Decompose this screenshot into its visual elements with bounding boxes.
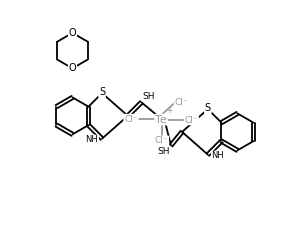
- Text: +: +: [167, 106, 173, 115]
- Text: S: S: [205, 103, 211, 113]
- Text: Cl⁻: Cl⁻: [124, 115, 138, 124]
- Text: SH: SH: [157, 147, 170, 156]
- Text: Cl⁻: Cl⁻: [185, 116, 198, 124]
- Text: NH: NH: [86, 135, 98, 144]
- Text: Cl⁻: Cl⁻: [175, 98, 188, 107]
- Text: Te: Te: [155, 115, 167, 124]
- Text: O: O: [69, 63, 76, 73]
- Text: NH: NH: [212, 151, 224, 160]
- Text: O: O: [69, 28, 76, 38]
- Text: SH: SH: [143, 92, 155, 101]
- Text: Cl⁻: Cl⁻: [155, 136, 168, 145]
- Text: S: S: [99, 87, 105, 97]
